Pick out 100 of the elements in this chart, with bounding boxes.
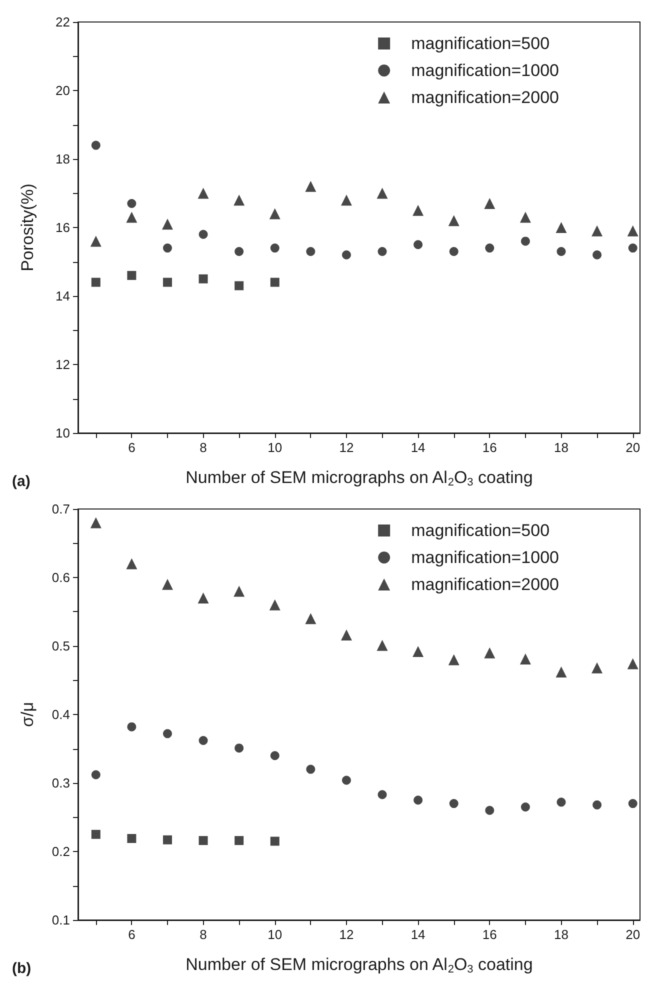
point	[162, 835, 172, 844]
y-tick-label: 12	[56, 357, 70, 372]
point	[234, 744, 244, 753]
point	[91, 770, 100, 780]
legend-label: magnification=2000	[411, 88, 560, 107]
x-tick-label: 6	[128, 440, 136, 455]
point	[484, 198, 496, 210]
point	[163, 244, 172, 253]
point	[342, 776, 351, 785]
point	[592, 800, 602, 810]
point	[234, 246, 244, 256]
x-tick-label: 18	[554, 927, 568, 942]
point	[305, 613, 316, 624]
point	[270, 278, 280, 287]
point	[484, 647, 496, 658]
point	[628, 799, 638, 808]
x-tick-label: 8	[200, 927, 207, 942]
point	[376, 640, 388, 651]
legend-label: magnification=1000	[411, 548, 560, 567]
point	[234, 836, 244, 846]
point	[90, 236, 102, 247]
point	[520, 212, 531, 223]
point	[91, 140, 100, 150]
point	[520, 654, 531, 665]
point	[448, 654, 460, 666]
point	[378, 790, 387, 800]
point	[270, 836, 280, 846]
point	[340, 630, 352, 641]
point	[342, 250, 351, 260]
point	[234, 281, 244, 290]
y-tick-label: 10	[56, 426, 70, 440]
point	[412, 646, 424, 657]
point	[269, 208, 280, 220]
point	[198, 274, 208, 284]
y-tick-label: 0.3	[52, 776, 70, 790]
x-tick-label: 16	[482, 927, 497, 942]
legend-label: magnification=500	[411, 521, 550, 540]
point	[198, 592, 209, 604]
x-tick-label: 14	[410, 440, 426, 455]
point	[162, 218, 173, 230]
point	[305, 180, 316, 192]
text: (b)	[12, 960, 32, 977]
point	[520, 236, 530, 246]
legend-label: magnification=2000	[411, 575, 560, 594]
point	[198, 836, 208, 846]
y-axis-title: Porosity(%)	[18, 184, 37, 272]
point	[448, 215, 460, 226]
point	[414, 796, 423, 805]
point	[127, 199, 136, 208]
y-tick-label: 0.1	[52, 912, 70, 928]
point	[127, 270, 136, 280]
y-tick-label: 0.5	[52, 638, 70, 654]
point	[628, 244, 638, 253]
y-tick-label: 18	[56, 152, 70, 166]
point	[270, 751, 280, 760]
point	[269, 599, 280, 610]
y-tick-label: 0.4	[52, 707, 70, 722]
point	[198, 230, 208, 239]
point	[91, 278, 100, 287]
y-tick-label: 16	[56, 220, 70, 235]
x-tick-label: 16	[482, 440, 497, 455]
text: (a)	[12, 473, 30, 490]
x-tick-label: 20	[626, 927, 640, 942]
point	[378, 246, 387, 256]
point	[340, 194, 352, 206]
point	[162, 278, 172, 287]
y-tick-label: 14	[56, 288, 70, 304]
point	[485, 244, 494, 253]
x-tick-label: 20	[626, 440, 640, 455]
y-axis-title: σ/μ	[18, 702, 37, 728]
y-tick-label: 22	[56, 14, 70, 30]
point	[412, 204, 424, 216]
legend-label: magnification=500	[411, 34, 550, 53]
point	[198, 188, 209, 199]
x-tick-label: 10	[268, 440, 282, 455]
legend-label: magnification=1000	[411, 61, 560, 80]
point	[306, 246, 316, 256]
point	[627, 658, 638, 670]
point	[592, 225, 603, 236]
point	[414, 240, 423, 250]
point	[90, 517, 102, 528]
point	[234, 194, 245, 206]
x-tick-label: 18	[554, 440, 568, 455]
point	[449, 799, 458, 808]
y-tick-label: 0.6	[52, 570, 70, 585]
x-tick-label: 12	[339, 927, 354, 942]
point	[449, 246, 458, 256]
y-tick-label: 0.7	[52, 502, 70, 516]
y-tick-label: 0.2	[52, 844, 70, 859]
x-tick-label: 12	[339, 440, 354, 455]
point	[127, 722, 136, 732]
y-tick-label: 20	[56, 83, 70, 98]
point	[270, 244, 280, 253]
point	[556, 222, 567, 233]
point	[592, 250, 602, 260]
point	[556, 798, 566, 807]
point	[162, 578, 173, 590]
point	[234, 586, 245, 597]
point	[556, 666, 567, 678]
point	[91, 830, 100, 839]
